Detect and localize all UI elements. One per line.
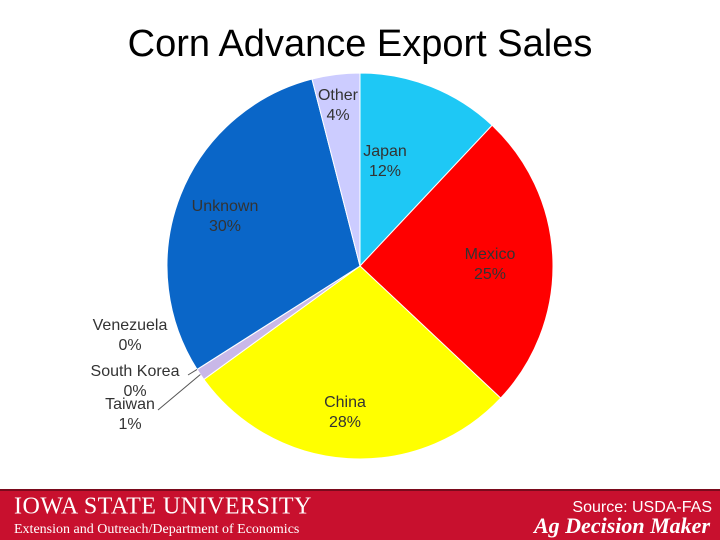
chart-title: Corn Advance Export Sales xyxy=(128,23,593,65)
slice-value: 25% xyxy=(474,266,506,283)
slice xyxy=(311,72,361,267)
slice xyxy=(359,72,493,268)
slice-label: Other xyxy=(318,87,359,104)
slice-label: South Korea xyxy=(91,363,180,380)
slice-value: 28% xyxy=(329,414,361,431)
slice-label: Japan xyxy=(363,143,407,160)
slice xyxy=(359,124,554,399)
slice-label: China xyxy=(324,394,366,411)
slice-label: Mexico xyxy=(465,246,516,263)
slice-value: 0% xyxy=(123,383,146,400)
slice-value: 4% xyxy=(326,107,349,124)
slice-label: Venezuela xyxy=(93,317,168,334)
slice xyxy=(166,78,361,371)
leader-line xyxy=(157,374,201,411)
slice-label: Taiwan xyxy=(105,396,155,413)
footer-bar xyxy=(0,490,720,540)
pie xyxy=(166,72,554,460)
slice-value: 12% xyxy=(369,163,401,180)
source: Source: USDA-FAS xyxy=(572,499,712,516)
slice xyxy=(203,265,502,460)
slice-value: 0% xyxy=(118,337,141,354)
leader-line xyxy=(187,368,198,376)
slice-value: 30% xyxy=(209,218,241,235)
labels: Japan 12% Mexico 25% China 28% Taiwan 1% South K… xyxy=(91,87,516,433)
department: Extension and Outreach/Department of Eco… xyxy=(14,522,299,537)
brand: Ag Decision Maker xyxy=(532,513,710,538)
slice-label: Unknown xyxy=(192,198,259,215)
slice-value: 1% xyxy=(118,416,141,433)
university: Iowa State University xyxy=(14,494,312,520)
